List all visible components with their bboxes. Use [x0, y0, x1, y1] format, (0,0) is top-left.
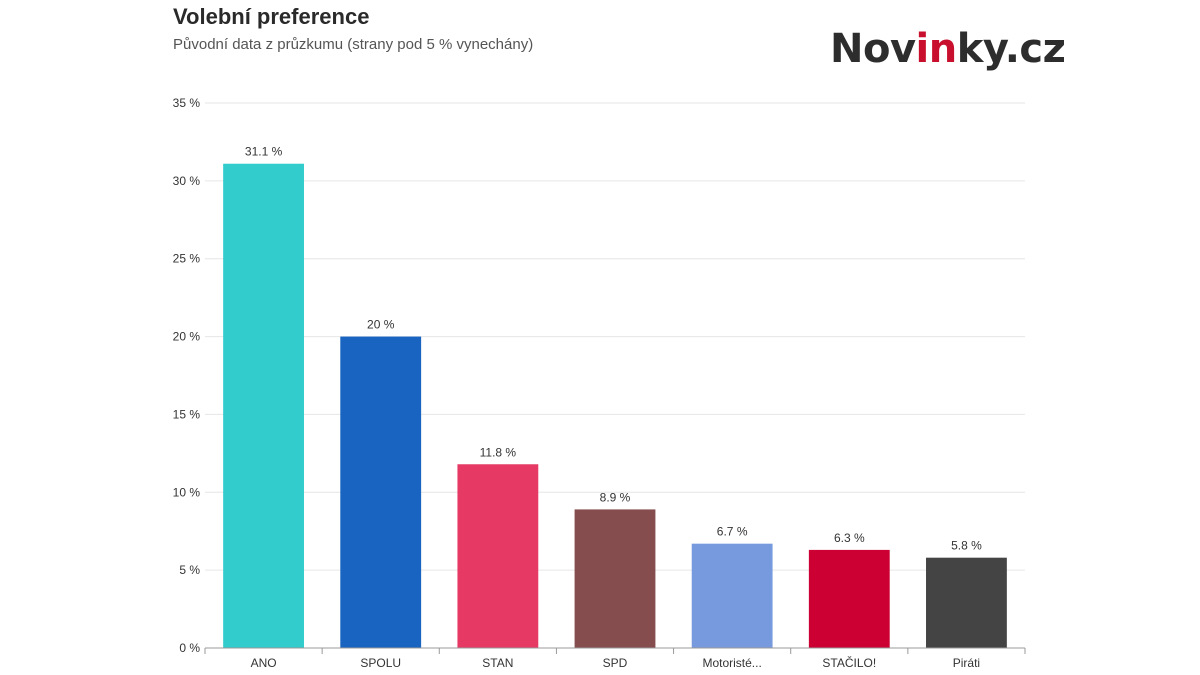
y-tick-label: 15 % [173, 407, 201, 421]
bar-value-label: 11.8 % [480, 445, 517, 459]
y-axis: 0 % 5 % 10 % 15 % 20 % 25 % 30 % 35 % [173, 96, 201, 655]
y-tick-label: 25 % [173, 252, 201, 266]
bar-piráti[interactable] [926, 557, 1007, 648]
x-category-label: SPD [603, 656, 628, 670]
bar-value-label: 6.7 % [717, 525, 748, 539]
y-tick-label: 5 % [179, 563, 200, 577]
novinky-logo: Novinky.cz [830, 26, 1066, 72]
bar-spd[interactable] [574, 509, 656, 648]
y-tick-label: 20 % [173, 330, 201, 344]
chart-title: Volební preference [173, 4, 370, 29]
bar-stačilo-[interactable] [808, 549, 890, 648]
x-category-label: STAN [482, 656, 513, 670]
bar-spolu[interactable] [340, 336, 422, 648]
bar-value-label: 20 % [367, 318, 395, 332]
y-tick-label: 10 % [173, 485, 201, 499]
x-category-label: Motoristé... [702, 656, 761, 670]
bar-value-label: 5.8 % [951, 539, 982, 553]
y-tick-label: 35 % [173, 96, 201, 110]
logo-part-1: Nov [830, 26, 916, 72]
x-category-label: STAČILO! [822, 655, 876, 670]
logo-part-2: ky.cz [956, 26, 1066, 72]
bar-motoristé-[interactable] [691, 543, 773, 648]
x-category-label: ANO [251, 656, 277, 670]
bar-value-label: 31.1 % [245, 145, 283, 159]
bars: 31.1 % 20 % 11.8 % 8.9 % 6.7 % 6.3 % 5.8 % [223, 145, 1007, 648]
y-tick-label: 30 % [173, 174, 201, 188]
bar-stan[interactable] [457, 464, 539, 648]
x-axis: ANO SPOLU STAN SPD Motoristé... STAČILO! Pirát… [204, 647, 1026, 670]
logo-accent: in [915, 26, 958, 72]
chart-subtitle: Původní data z průzkumu (strany pod 5 % … [173, 36, 534, 53]
bar-value-label: 8.9 % [600, 490, 631, 504]
bar-ano[interactable] [223, 163, 304, 648]
y-tick-label: 0 % [179, 641, 200, 655]
x-category-label: Piráti [953, 656, 980, 670]
bar-value-label: 6.3 % [834, 531, 865, 545]
x-category-label: SPOLU [360, 656, 401, 670]
